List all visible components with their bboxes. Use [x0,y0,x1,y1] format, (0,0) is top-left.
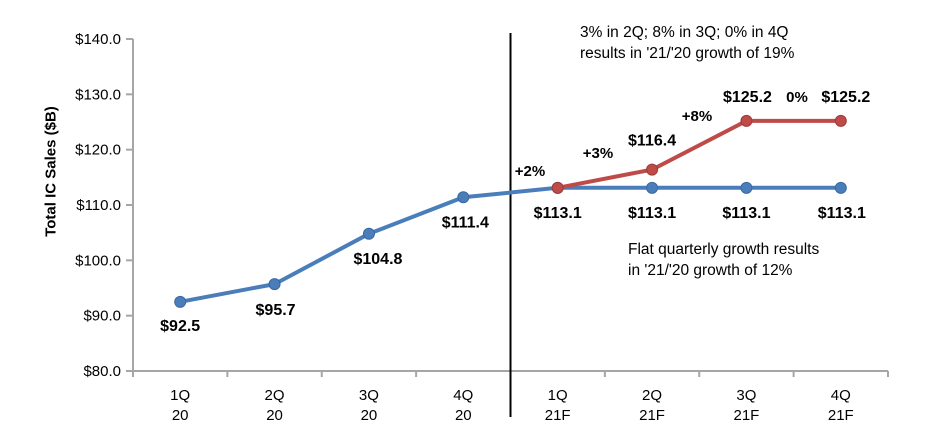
data-point-flat-2021-scenario [740,181,753,194]
growth-pct-label: 0% [786,89,808,106]
data-point-label: $111.4 [442,214,489,231]
data-point-flat-2021-scenario [457,191,470,204]
flat-scenario-note-line1: Flat quarterly growth results [628,241,820,258]
y-tick-label: $130.0 [75,86,121,103]
y-axis-title: Total IC Sales ($B) [42,106,60,237]
data-point-label: $113.1 [534,205,582,222]
x-tick-label-quarter: 3Q [736,387,756,404]
data-point-label: $125.2 [821,89,870,106]
data-point-growth-2021-scenario [646,163,659,176]
growth-scenario-note-line1: 3% in 2Q; 8% in 3Q; 0% in 4Q [580,24,789,41]
x-tick-label-year: 20 [361,407,378,424]
data-point-flat-2021-scenario [362,227,375,240]
data-point-label: $113.1 [628,205,676,222]
flat-scenario-note-line2: in '21/'20 growth of 12% [628,262,793,279]
growth-pct-label: +3% [583,145,613,162]
series-line-growth-2021-scenario [555,118,843,190]
x-tick-label-quarter: 4Q [831,387,851,404]
y-tick-label: $120.0 [75,142,121,159]
x-tick-label-quarter: 1Q [170,387,190,404]
data-point-flat-2021-scenario [174,295,187,308]
growth-scenario-note-line2: results in '21/'20 growth of 19% [580,45,795,62]
data-point-flat-2021-scenario [834,181,847,194]
y-tick-label: $140.0 [75,31,121,48]
data-point-flat-2021-scenario [646,181,659,194]
data-point-growth-2021-scenario [740,114,753,127]
flat-scenario-note: Flat quarterly growth results in '21/'20… [628,239,819,281]
x-tick-label-year: 20 [455,407,472,424]
x-tick-label-year: 21F [639,407,665,424]
y-tick-label: $100.0 [75,252,121,269]
data-point-label: $125.2 [723,89,772,106]
data-point-growth-2021-scenario [551,181,564,194]
data-point-label: $116.4 [628,133,676,150]
x-tick-label-quarter: 2Q [642,387,662,404]
y-tick-label: $90.0 [83,308,121,325]
data-point-label: $104.8 [353,251,402,268]
x-tick-label-quarter: 2Q [265,387,285,404]
data-point-flat-2021-scenario [268,278,281,291]
y-tick-label: $110.0 [76,197,121,214]
data-point-label: $92.5 [160,318,200,335]
data-point-growth-2021-scenario [834,114,847,127]
series-line-flat-2021-scenario [178,185,843,304]
growth-scenario-note: 3% in 2Q; 8% in 3Q; 0% in 4Q results in … [580,22,794,64]
data-point-label: $113.1 [722,205,770,222]
x-tick-label-quarter: 4Q [453,387,473,404]
x-tick-label-year: 20 [266,407,283,424]
growth-pct-label: +8% [682,108,712,125]
x-tick-label-quarter: 1Q [548,387,568,404]
growth-pct-label: +2% [515,163,545,180]
x-tick-label-year: 21F [545,407,571,424]
x-tick-label-year: 20 [172,407,189,424]
y-tick-label: $80.0 [83,363,121,380]
x-tick-label-year: 21F [734,407,760,424]
data-point-label: $113.1 [818,205,866,222]
data-point-label: $95.7 [256,302,296,319]
x-tick-label-year: 21F [828,407,854,424]
x-tick-label-quarter: 3Q [359,387,379,404]
